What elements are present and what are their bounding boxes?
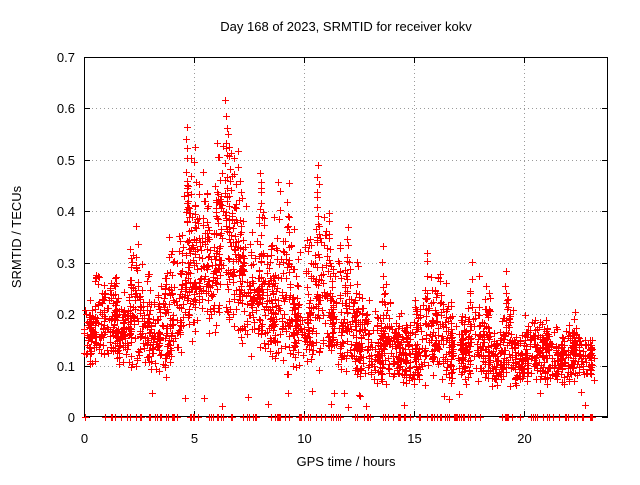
- x-tick-label: 10: [297, 431, 311, 446]
- y-tick-label: 0.5: [57, 153, 75, 168]
- y-tick-label: 0.7: [57, 50, 75, 65]
- y-tick-label: 0.3: [57, 256, 75, 271]
- x-axis-label: GPS time / hours: [297, 454, 396, 469]
- x-tick-label: 0: [81, 431, 88, 446]
- y-tick-label: 0.6: [57, 101, 75, 116]
- y-axis-label: SRMTID / TECUs: [9, 185, 24, 288]
- x-tick-label: 5: [191, 431, 198, 446]
- plot-border: [84, 57, 608, 417]
- y-tick-label: 0.1: [57, 359, 75, 374]
- y-tick-label: 0.4: [57, 204, 75, 219]
- chart-title: Day 168 of 2023, SRMTID for receiver kok…: [220, 19, 472, 34]
- y-tick-label: 0.2: [57, 307, 75, 322]
- tick-labels: 0 0.1 0.2 0.3 0.4 0.5 0.6 0.7 0 5 10 15 20: [57, 50, 532, 446]
- x-tick-label: 20: [517, 431, 531, 446]
- y-tick-label: 0: [68, 410, 75, 425]
- data-points: [81, 97, 598, 421]
- axes: [84, 57, 608, 418]
- x-tick-label: 15: [407, 431, 421, 446]
